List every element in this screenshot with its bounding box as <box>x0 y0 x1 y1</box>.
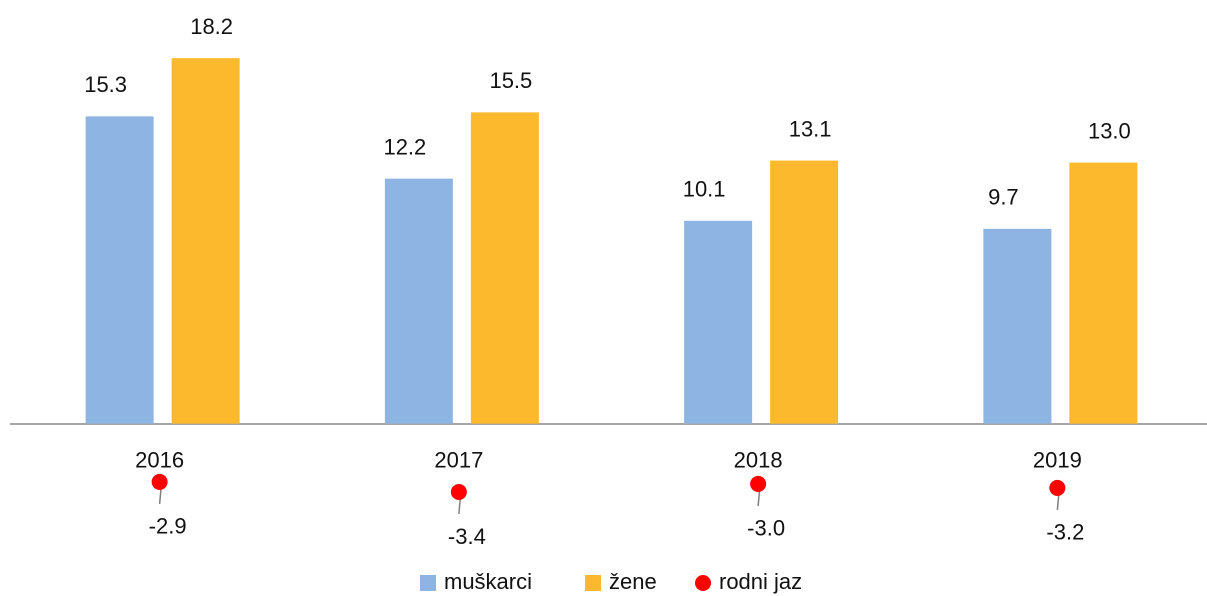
bar <box>983 228 1052 424</box>
bar <box>770 160 839 424</box>
legend-marker <box>420 575 436 591</box>
gap-dot <box>750 475 767 492</box>
bar <box>684 220 753 424</box>
data-label: 15.5 <box>489 68 532 93</box>
gap-dot <box>1049 479 1066 496</box>
bar <box>1069 162 1138 424</box>
x-tick-label: 2017 <box>434 447 483 472</box>
legend-marker <box>695 575 711 591</box>
data-label: -3.0 <box>747 516 785 541</box>
legend-label: žene <box>609 569 657 594</box>
data-label: -3.4 <box>448 524 486 549</box>
data-label: -3.2 <box>1046 520 1084 545</box>
gap-dot <box>151 473 168 490</box>
data-label: 15.3 <box>84 72 127 97</box>
bar <box>470 112 539 424</box>
data-label: 13.1 <box>789 116 832 141</box>
legend-marker <box>585 575 601 591</box>
legend-label: rodni jaz <box>719 569 802 594</box>
data-label: 10.1 <box>683 177 726 202</box>
bar <box>171 58 240 424</box>
data-label: 18.2 <box>190 14 233 39</box>
gap-dot <box>450 483 467 500</box>
data-label: 9.7 <box>988 185 1019 210</box>
legend-label: muškarci <box>444 569 532 594</box>
data-label: -2.9 <box>149 514 187 539</box>
bar <box>85 116 154 424</box>
x-tick-label: 2019 <box>1033 447 1082 472</box>
data-label: 13.0 <box>1088 118 1131 143</box>
x-tick-label: 2016 <box>135 447 184 472</box>
data-label: 12.2 <box>383 134 426 159</box>
bar <box>384 178 453 424</box>
x-tick-label: 2018 <box>734 447 783 472</box>
